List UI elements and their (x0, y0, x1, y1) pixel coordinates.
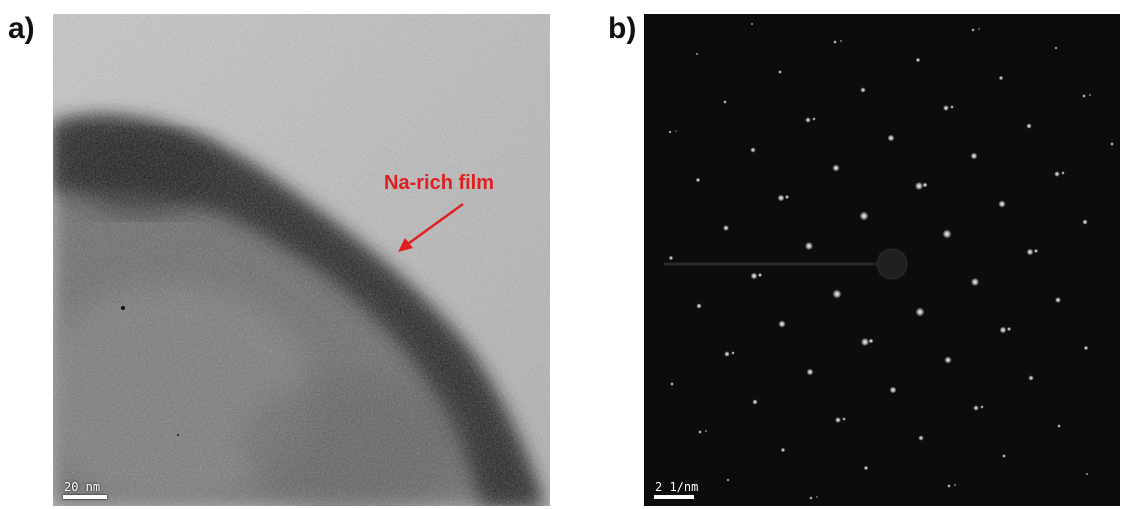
diffraction-spot (812, 117, 816, 121)
diffraction-spot (1110, 142, 1114, 146)
diffraction-spot (723, 225, 729, 231)
arrow-line (404, 202, 464, 248)
diffraction-spot (809, 496, 813, 500)
diffraction-spot (1057, 424, 1061, 428)
diffraction-spot (1026, 123, 1032, 129)
diffraction-spot (668, 255, 674, 261)
diffraction-spot (668, 130, 672, 134)
diffraction-spot (750, 22, 754, 26)
diffraction-spot (723, 100, 727, 104)
diffraction-spot (970, 152, 978, 160)
na-rich-film-annotation: Na-rich film (384, 172, 495, 194)
diffraction-spot (842, 417, 846, 421)
diffraction-spot (750, 147, 756, 153)
diffraction-spot (998, 75, 1004, 81)
scale-bar-label: 20 nm (64, 480, 101, 494)
scale-bar (63, 495, 107, 499)
diffraction-spot (750, 272, 758, 280)
diffraction-spot (757, 272, 763, 278)
diffraction-spot (889, 386, 897, 394)
diffraction-spot (1054, 46, 1058, 50)
diffraction-spot (1085, 472, 1089, 476)
diffraction-spot (777, 194, 785, 202)
scale-bar (654, 495, 694, 499)
beam-stop (876, 248, 908, 280)
diffraction-spot (1055, 297, 1061, 303)
diffraction-pattern: 2 1/nm (644, 14, 1120, 506)
diffraction-spot (675, 130, 677, 132)
diffraction-spot (1006, 326, 1012, 332)
diffraction-spot (752, 399, 758, 405)
diffraction-spot (978, 28, 980, 30)
diffraction-spot (953, 483, 957, 487)
diffraction-spot (695, 52, 699, 56)
diffraction-spot (863, 465, 869, 471)
diffraction-spot (868, 338, 874, 344)
diffraction-spot (731, 351, 735, 355)
diffraction-spot (943, 105, 949, 111)
panel-b-label: b) (608, 12, 637, 45)
diffraction-spot (1088, 93, 1092, 97)
diffraction-spot (832, 289, 842, 299)
diffraction-spot (704, 429, 708, 433)
diffraction-spot (835, 417, 841, 423)
diffraction-spot (1054, 171, 1060, 177)
diffraction-spot (970, 277, 980, 287)
diffraction-spot (1082, 94, 1086, 98)
diffraction-spot (915, 57, 921, 63)
diffraction-spot (833, 40, 837, 44)
tem-image: Na-rich film 20 nm (53, 14, 550, 506)
diffraction-spot (918, 435, 924, 441)
diffraction-spot (944, 356, 952, 364)
diffraction-spot (1082, 219, 1088, 225)
diffraction-spot (942, 229, 952, 239)
diffraction-spot (971, 28, 975, 32)
diffraction-spot (784, 194, 790, 200)
diffraction-spot (973, 405, 979, 411)
diffraction-spot (860, 87, 866, 93)
arrow-head (398, 238, 413, 252)
diffraction-spot (980, 405, 984, 409)
scale-bar-label: 2 1/nm (655, 480, 699, 494)
diffraction-spot (922, 182, 928, 188)
diffraction-spot (947, 484, 951, 488)
diffraction-spot (695, 177, 701, 183)
diffraction-spot (726, 478, 730, 482)
diffraction-spot (860, 337, 870, 347)
diffraction-spot (804, 241, 814, 251)
diffraction-spot (724, 351, 730, 357)
diffraction-spot (698, 430, 702, 434)
diffraction-spot (887, 134, 895, 142)
tem-image-graphic (53, 14, 550, 506)
diffraction-spot (1033, 248, 1039, 254)
diffraction-spot (832, 164, 840, 172)
diffraction-spot (806, 368, 814, 376)
diffraction-spot (780, 447, 786, 453)
diffraction-spot (859, 211, 869, 221)
diffraction-spot (950, 105, 954, 109)
diffraction-spot (1026, 248, 1034, 256)
diffraction-spot (839, 39, 843, 43)
diffraction-spot (1061, 171, 1065, 175)
diffraction-spot (805, 117, 811, 123)
panel-a-label: a) (8, 12, 35, 45)
diffraction-spot (778, 70, 782, 74)
diffraction-spot (1083, 345, 1089, 351)
diffraction-spot (914, 181, 924, 191)
diffraction-spot (670, 382, 674, 386)
diffraction-spot (778, 320, 786, 328)
diffraction-spot (696, 303, 702, 309)
diffraction-pattern-graphic (644, 14, 1120, 506)
diffraction-spot (816, 496, 818, 498)
diffraction-spot (915, 307, 925, 317)
diffraction-spot (998, 200, 1006, 208)
diffraction-spot (1028, 375, 1034, 381)
diffraction-spot (999, 326, 1007, 334)
diffraction-spot (1002, 454, 1006, 458)
